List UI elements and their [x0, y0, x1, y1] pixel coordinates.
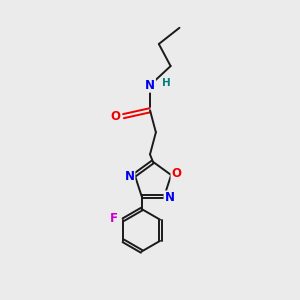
Text: F: F — [110, 212, 118, 225]
Text: O: O — [110, 110, 120, 123]
Text: H: H — [162, 78, 171, 88]
Text: N: N — [145, 79, 155, 92]
Text: N: N — [124, 170, 134, 183]
Text: O: O — [171, 167, 182, 180]
Text: N: N — [164, 191, 175, 204]
